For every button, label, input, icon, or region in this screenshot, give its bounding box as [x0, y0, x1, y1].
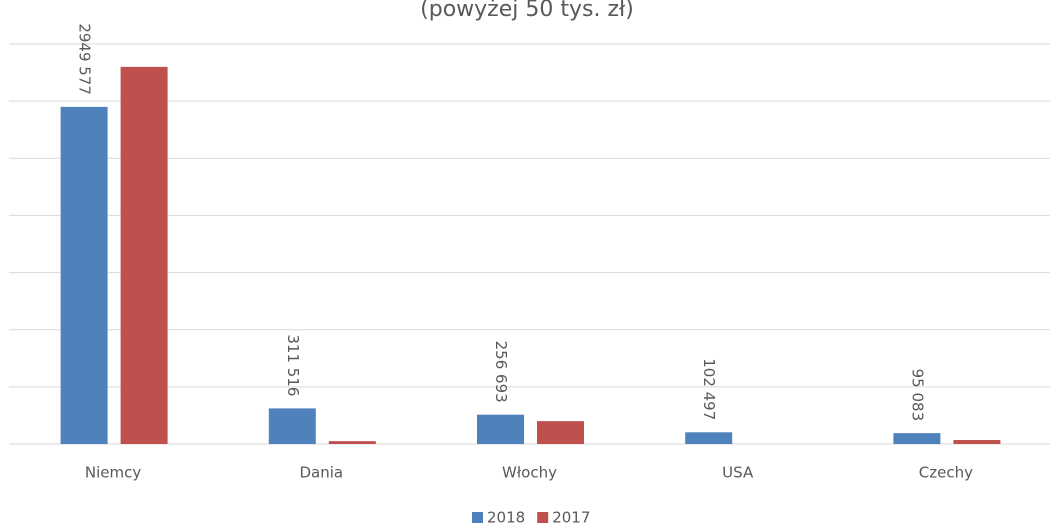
- data-label: 95 083: [908, 369, 926, 422]
- x-tick-label: Niemcy: [85, 464, 141, 482]
- data-label: 2949 577: [76, 23, 94, 95]
- legend-swatch: [537, 512, 549, 523]
- bar: [120, 66, 168, 444]
- bar: [953, 440, 1001, 444]
- bar: [60, 106, 108, 444]
- data-label: 102 497: [700, 358, 718, 420]
- legend-label: 2018: [487, 509, 525, 525]
- data-label: 311 516: [284, 334, 302, 396]
- bar: [537, 421, 584, 444]
- x-tick-label: USA: [722, 464, 754, 482]
- bar: [685, 432, 733, 444]
- legend-swatch: [472, 512, 483, 523]
- x-tick-label: Czechy: [919, 464, 973, 482]
- x-tick-label: Dania: [299, 464, 343, 482]
- x-tick-label: Włochy: [502, 464, 557, 482]
- bar: [268, 408, 316, 444]
- chart-subtitle: (powyżej 50 tys. zł): [420, 0, 634, 22]
- bar: [328, 441, 376, 444]
- legend-label: 2017: [552, 509, 590, 525]
- bar: [893, 433, 941, 444]
- data-label: 256 693: [492, 341, 510, 403]
- bar: [477, 414, 524, 444]
